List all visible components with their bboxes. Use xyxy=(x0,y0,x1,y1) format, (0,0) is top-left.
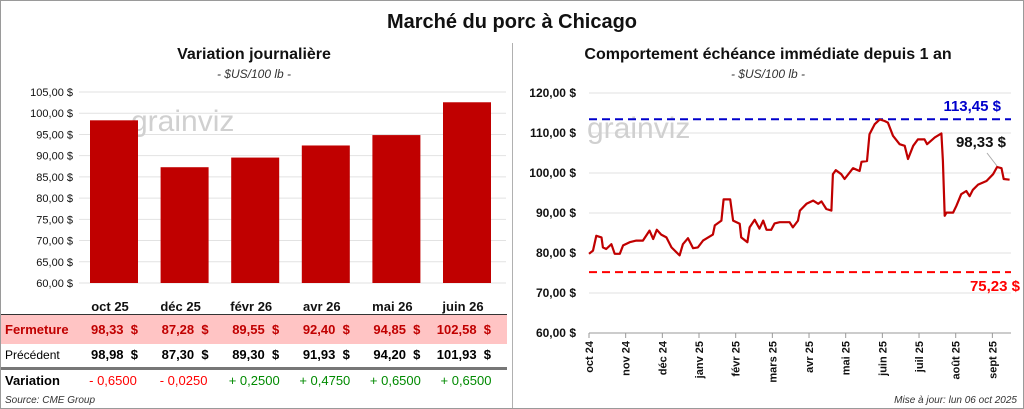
x-tick-label: juil 25 xyxy=(914,341,926,373)
x-tick-label: avr 25 xyxy=(804,341,816,373)
update-note: Mise à jour: lun 06 oct 2025 xyxy=(894,395,1017,406)
x-tick-label: mai 25 xyxy=(841,341,853,375)
table-cell: 98,98 $ xyxy=(91,347,138,362)
callout-leader xyxy=(986,152,998,167)
left-chart-unit: - $US/100 lb - xyxy=(216,67,292,81)
row-label: Fermeture xyxy=(5,322,69,337)
table-cell: 92,40 $ xyxy=(302,322,350,337)
category-label: oct 25 xyxy=(91,299,129,314)
y-tick-label: 60,00 $ xyxy=(536,326,576,340)
table-cell: + 0,2500 xyxy=(228,373,280,388)
row-label: Variation xyxy=(5,373,60,388)
right-chart-unit: - $US/100 lb - xyxy=(730,67,806,81)
y-tick-label: 60,00 $ xyxy=(36,278,73,290)
page-title: Marché du porc à Chicago xyxy=(386,11,638,33)
x-tick-label: déc 24 xyxy=(657,340,669,375)
y-tick-label: 70,00 $ xyxy=(536,286,576,300)
bar xyxy=(160,167,209,283)
x-tick-label: juin 25 xyxy=(877,341,889,377)
category-label: avr 26 xyxy=(303,299,341,314)
y-tick-label: 80,00 $ xyxy=(36,193,73,205)
y-tick-label: 75,00 $ xyxy=(36,214,73,226)
bar xyxy=(372,135,421,283)
x-tick-label: nov 24 xyxy=(621,340,633,376)
x-tick-label: sept 25 xyxy=(987,341,999,379)
table-cell: 91,93 $ xyxy=(302,347,350,362)
y-tick-label: 90,00 $ xyxy=(536,206,576,220)
y-tick-label: 105,00 $ xyxy=(30,87,73,99)
y-tick-label: 85,00 $ xyxy=(36,172,73,184)
table-cell: 89,55 $ xyxy=(232,322,280,337)
bar xyxy=(90,120,138,283)
row-label: Précédent xyxy=(5,348,60,362)
x-tick-label: févr 25 xyxy=(731,341,743,376)
table-row-fermeture: Fermeture 98,33 $ 87,28 $ 89,55 $ 92,40 $ 94,… xyxy=(1,314,507,344)
table-cell: 101,93 $ xyxy=(436,347,491,362)
table-cell: + 0,6500 xyxy=(369,373,421,388)
y-tick-label: 120,00 $ xyxy=(529,86,576,100)
price-line xyxy=(588,118,1010,257)
y-tick-label: 100,00 $ xyxy=(529,166,576,180)
table-cell: 102,58 $ xyxy=(436,322,491,337)
y-tick-label: 80,00 $ xyxy=(536,246,576,260)
table-row-précédent: Précédent 98,98 $ 87,30 $ 89,30 $ 91,93 $ 94,… xyxy=(1,343,507,370)
y-tick-label: 110,00 $ xyxy=(530,126,576,140)
right-chart-title: Comportement échéance immédiate depuis 1… xyxy=(584,46,952,63)
x-tick-label: août 25 xyxy=(951,341,963,380)
y-tick-label: 90,00 $ xyxy=(36,151,73,163)
category-label: juin 26 xyxy=(441,299,483,314)
table-row-variation: Variation - 0,6500 - 0,0250 + 0,2500 + 0,475… xyxy=(1,368,507,393)
left-chart-title: Variation journalière xyxy=(177,46,331,63)
category-label: mai 26 xyxy=(372,299,412,314)
y-tick-label: 95,00 $ xyxy=(36,129,73,141)
x-tick-label: janv 25 xyxy=(694,341,706,379)
x-tick-label: mars 25 xyxy=(767,341,779,383)
table-cell: 87,28 $ xyxy=(161,322,209,337)
table-cell: - 0,6500 xyxy=(89,373,137,388)
table-cell: 98,33 $ xyxy=(91,322,138,337)
y-tick-label: 100,00 $ xyxy=(30,108,73,120)
x-tick-label: oct 24 xyxy=(584,340,596,373)
y-tick-label: 65,00 $ xyxy=(36,257,73,269)
table-cell: 94,20 $ xyxy=(373,347,421,362)
reference-label: 75,23 $ xyxy=(970,278,1021,295)
table-cell: + 0,4750 xyxy=(299,373,351,388)
table-cell: 89,30 $ xyxy=(232,347,280,362)
reference-label: 113,45 $ xyxy=(943,98,1001,115)
category-label: déc 25 xyxy=(160,299,200,314)
bar xyxy=(443,102,491,284)
watermark-logo: grainviz xyxy=(587,112,690,145)
category-label: févr 26 xyxy=(230,299,272,314)
table-cell: - 0,0250 xyxy=(159,373,208,388)
bar xyxy=(231,157,280,283)
y-tick-label: 70,00 $ xyxy=(36,236,73,248)
bar xyxy=(301,145,350,283)
table-cell: + 0,6500 xyxy=(440,373,492,388)
panel-divider xyxy=(512,43,513,408)
watermark-logo: grainviz xyxy=(131,105,234,138)
last-price-label: 98,33 $ xyxy=(956,134,1007,151)
source-note: Source: CME Group xyxy=(5,395,96,406)
table-cell: 87,30 $ xyxy=(161,347,209,362)
table-cell: 94,85 $ xyxy=(373,322,421,337)
